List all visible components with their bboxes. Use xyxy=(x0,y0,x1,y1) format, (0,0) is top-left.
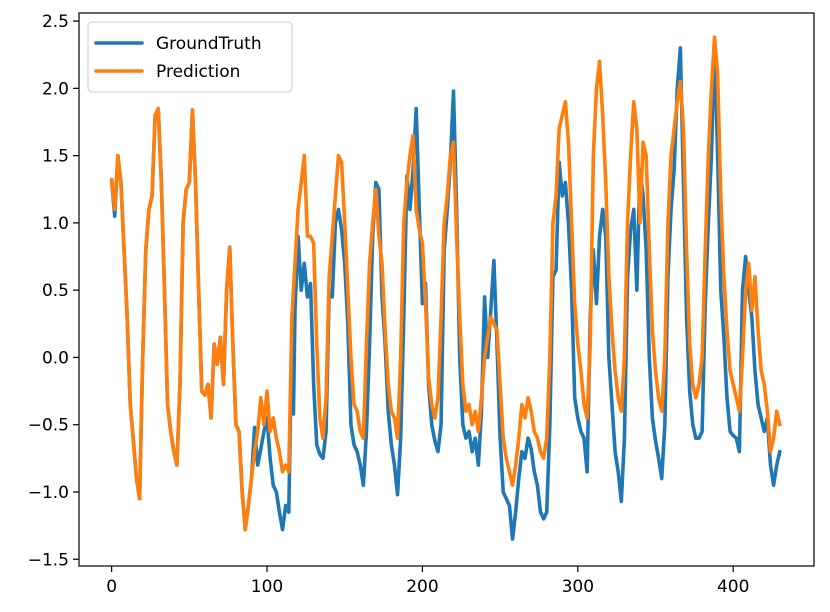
axis-ticks: 0 100 200 300 400 −1.5 −1.0 −0.5 0.0 0.5 1.0 1.5 2.0… xyxy=(28,12,750,597)
y-tick-label: 0.0 xyxy=(42,348,69,368)
y-tick-label: −1.5 xyxy=(28,550,69,570)
y-tick-label: −1.0 xyxy=(28,483,69,503)
x-tick-label: 400 xyxy=(717,577,749,597)
y-tick-label: 2.5 xyxy=(42,12,69,32)
plot-frame xyxy=(78,12,815,567)
x-tick-label: 300 xyxy=(562,577,594,597)
legend-label-prediction: Prediction xyxy=(156,62,240,82)
series-layer xyxy=(109,35,782,541)
legend-label-groundtruth: GroundTruth xyxy=(156,34,262,54)
y-tick-label: 0.5 xyxy=(42,281,69,301)
x-tick-label: 100 xyxy=(251,577,283,597)
x-tick-label: 200 xyxy=(406,577,438,597)
y-tick-label: 2.0 xyxy=(42,79,69,99)
plot-area xyxy=(79,13,814,566)
y-tick-label: 1.5 xyxy=(42,147,69,167)
series-line-prediction xyxy=(109,35,782,532)
legend: GroundTruth Prediction xyxy=(87,21,293,93)
y-tick-label: −0.5 xyxy=(28,416,69,436)
x-tick-label: 0 xyxy=(106,577,117,597)
y-tick-label: 1.0 xyxy=(42,214,69,234)
legend-box xyxy=(87,21,293,93)
